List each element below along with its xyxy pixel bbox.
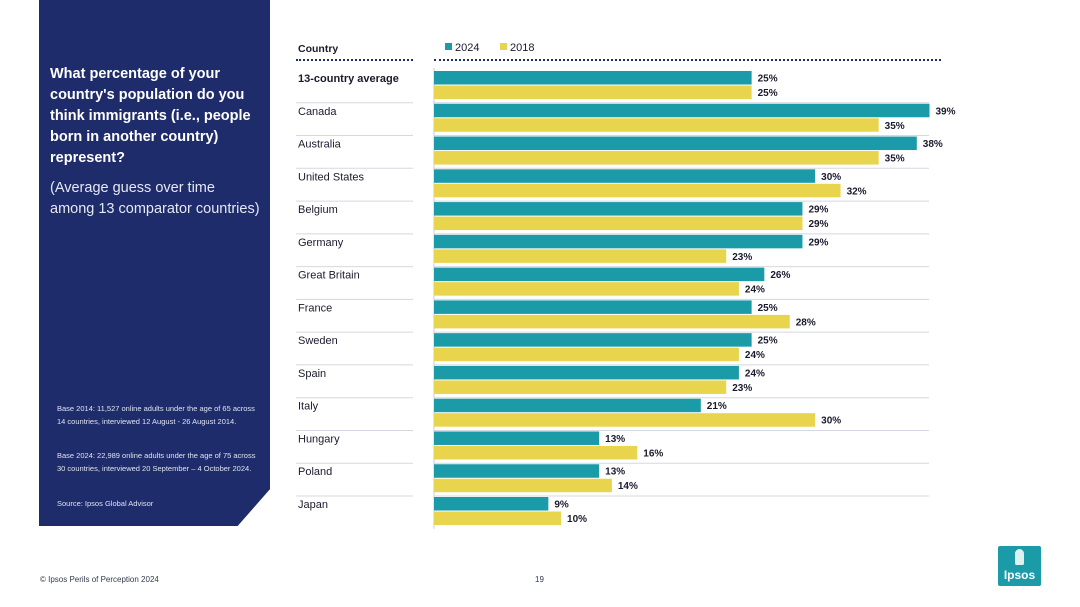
value-label-2024-spain: 24% [745,368,765,379]
question-panel [39,0,270,526]
legend-label-2018: 2018 [510,42,535,54]
category-label-germany: Germany [298,237,344,249]
value-label-2024-sweden: 25% [758,336,778,347]
category-label-canada: Canada [298,106,337,118]
category-label-france: France [298,302,332,314]
value-label-2024-13-country-average: 25% [758,74,778,85]
category-label-poland: Poland [298,466,332,478]
value-label-2024-poland: 13% [605,467,625,478]
bar-2024-spain [434,365,739,380]
question-subtitle: (Average guess over time among 13 compar… [50,180,260,217]
base-2014-note: Base 2014: 11,527 online adults under th… [57,404,255,426]
source-note: Source: Ipsos Global Advisor [57,499,154,508]
legend-swatch-2024 [445,43,452,50]
value-label-2024-belgium: 29% [808,205,828,216]
value-label-2018-poland: 14% [618,481,638,492]
category-label-13-country-average: 13-country average [298,73,399,85]
category-label-great-britain: Great Britain [298,270,360,282]
bar-2018-canada [434,118,879,132]
bar-2024-hungary [434,431,600,445]
bar-2024-united-states [434,169,816,183]
question-text: What percentage of your country's popula… [50,66,251,166]
bar-2018-germany [434,249,727,263]
value-label-2018-13-country-average: 25% [758,88,778,99]
value-label-2024-canada: 39% [936,106,956,117]
category-label-belgium: Belgium [298,204,338,216]
value-label-2018-sweden: 24% [745,350,765,361]
value-label-2024-great-britain: 26% [770,270,790,281]
bar-2018-united-states [434,183,841,198]
bar-2018-belgium [434,216,803,231]
bar-2018-sweden [434,347,739,362]
value-label-2018-italy: 30% [821,416,841,427]
bar-2018-france [434,314,790,329]
logo-text: Ipsos [1003,568,1036,582]
category-label-australia: Australia [298,139,342,151]
value-label-2024-japan: 9% [554,500,569,511]
bar-2018-spain [434,380,727,394]
legend-2018: 2018 [500,42,534,54]
category-label-italy: Italy [298,401,319,413]
value-label-2018-japan: 10% [567,514,587,525]
bar-2024-italy [434,398,701,413]
value-label-2018-hungary: 16% [643,448,663,459]
bar-2024-belgium [434,202,803,216]
header-divider-left [296,59,413,61]
bar-2024-great-britain [434,267,765,282]
value-label-2018-great-britain: 24% [745,285,765,296]
value-label-2024-hungary: 13% [605,434,625,445]
page-number: 19 [535,575,544,584]
country-column-header: Country [298,43,339,55]
bar-2018-australia [434,151,879,165]
value-label-2018-belgium: 29% [808,219,828,230]
legend-swatch-2018 [500,43,507,50]
bar-2024-canada [434,103,930,118]
category-label-sweden: Sweden [298,335,338,347]
logo-figure-icon [1015,549,1024,565]
bar-2024-poland [434,464,600,478]
bar-2024-australia [434,136,917,151]
copyright-text: © Ipsos Perils of Perception 2024 [40,575,159,584]
category-label-spain: Spain [298,368,326,380]
bar-2024-france [434,300,752,314]
value-label-2018-australia: 35% [885,154,905,165]
value-label-2018-spain: 23% [732,383,752,394]
bar-2018-13-country-average [434,85,752,99]
value-label-2024-germany: 29% [808,237,828,248]
value-label-2024-france: 25% [758,303,778,314]
bar-2018-poland [434,478,612,493]
bar-2018-japan [434,511,562,526]
category-label-hungary: Hungary [298,433,340,445]
base-2024-note: Base 2024: 22,989 online adults under th… [57,451,256,473]
bar-2024-germany [434,234,803,249]
value-label-2018-france: 28% [796,317,816,328]
value-label-2024-united-states: 30% [821,172,841,183]
value-label-2018-united-states: 32% [847,186,867,197]
header-divider-right [434,59,941,61]
value-label-2018-germany: 23% [732,252,752,263]
bar-2024-sweden [434,333,752,347]
category-label-japan: Japan [298,499,328,511]
legend-2024: 2024 [445,42,479,54]
value-label-2018-canada: 35% [885,121,905,132]
ipsos-logo: Ipsos [998,546,1041,586]
bar-2018-italy [434,413,816,427]
value-label-2024-australia: 38% [923,139,943,150]
category-label-united-states: United States [298,171,365,183]
value-label-2024-italy: 21% [707,401,727,412]
bar-2018-great-britain [434,282,739,296]
bar-2024-japan [434,497,549,511]
legend-label-2024: 2024 [455,42,480,54]
bar-2018-hungary [434,445,638,460]
bar-2024-13-country-average [434,71,752,85]
